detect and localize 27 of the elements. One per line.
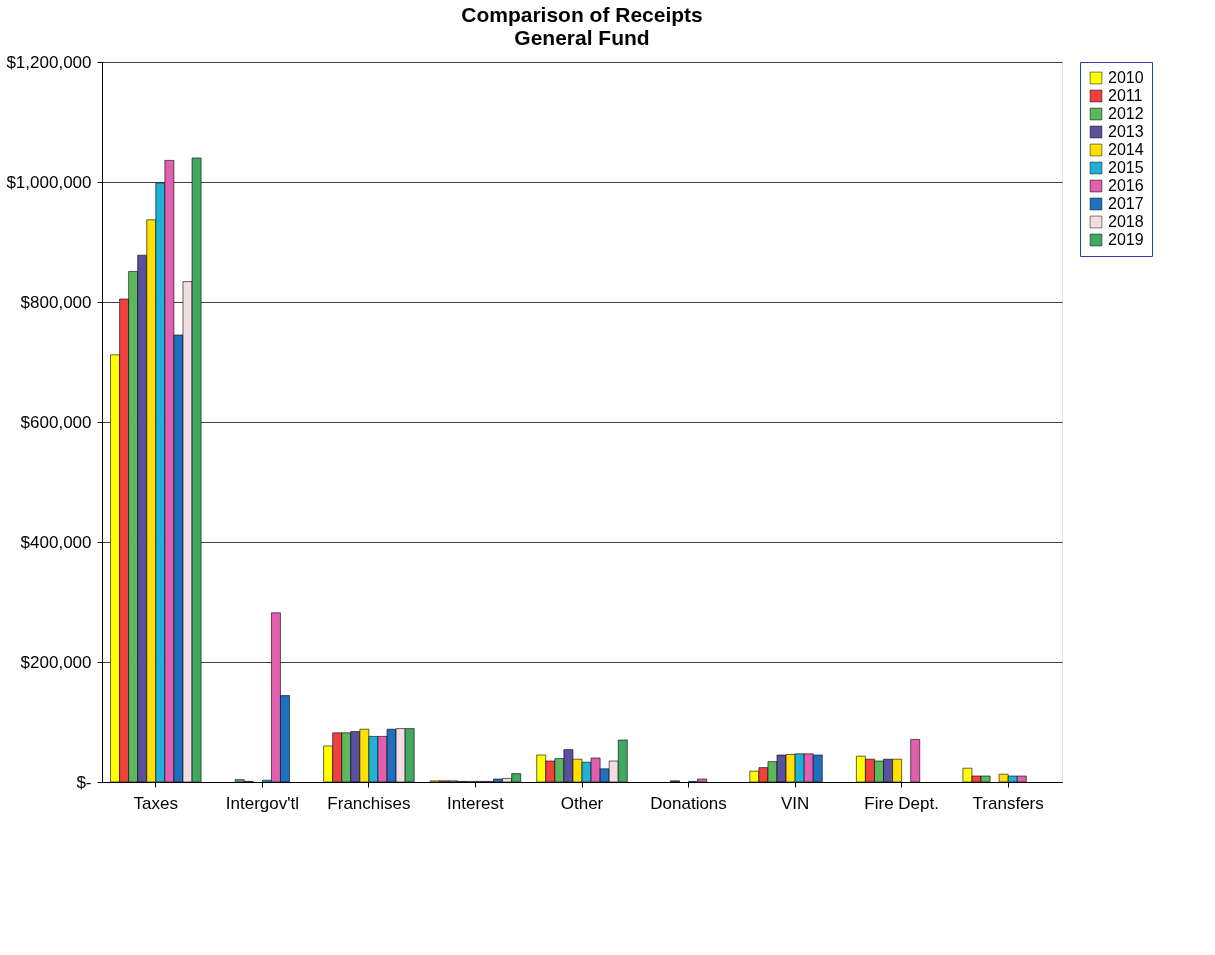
x-tick-label: Intergov'tl	[225, 793, 299, 813]
legend-label: 2014	[1108, 141, 1144, 158]
x-tick-label: Other	[560, 793, 604, 813]
y-tick-label: $400,000	[20, 532, 92, 552]
x-tick-label: Taxes	[133, 793, 179, 813]
x-tick-label: Interest	[447, 793, 505, 813]
y-tick-label: $600,000	[20, 412, 92, 432]
legend-label: 2016	[1108, 177, 1144, 194]
x-tick-label: Transfers	[972, 793, 1044, 813]
legend-label: 2019	[1108, 231, 1144, 248]
x-tick-label: Fire Dept.	[864, 793, 939, 813]
y-tick-label: $800,000	[20, 292, 92, 312]
legend-label: 2010	[1108, 69, 1144, 86]
legend-label: 2013	[1108, 123, 1144, 140]
legend-label: 2012	[1108, 105, 1144, 122]
y-tick-label: $200,000	[20, 652, 92, 672]
y-tick-label: $1,200,000	[6, 52, 92, 72]
legend-label: 2015	[1108, 159, 1144, 176]
y-tick-label: $-	[76, 772, 92, 792]
legend-label: 2011	[1108, 87, 1143, 104]
x-tick-label: Donations	[650, 793, 727, 813]
legend-label: 2017	[1108, 195, 1144, 212]
chart-title: Comparison of Receipts General Fund	[461, 3, 703, 49]
legend-label: 2018	[1108, 213, 1144, 230]
x-tick-label: Franchises	[327, 793, 411, 813]
y-tick-label: $1,000,000	[6, 172, 92, 192]
x-tick-label: VIN	[780, 793, 810, 813]
